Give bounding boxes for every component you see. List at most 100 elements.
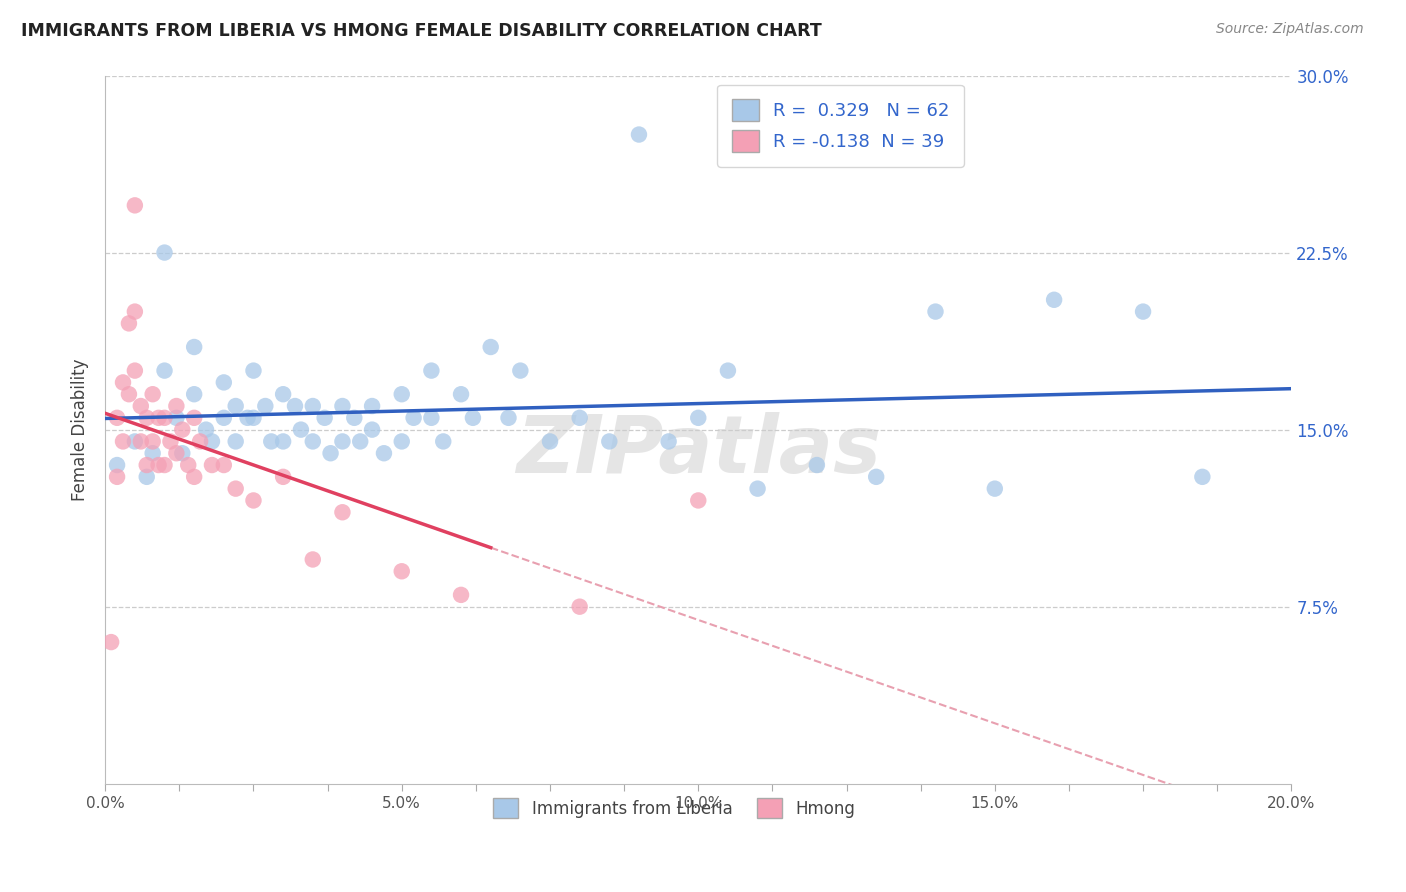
- Point: [332, 399, 354, 413]
- Point: [183, 470, 205, 484]
- Point: [420, 363, 443, 377]
- Point: [225, 399, 247, 413]
- Point: [159, 434, 181, 449]
- Point: [509, 363, 531, 377]
- Point: [165, 446, 187, 460]
- Point: [254, 399, 277, 413]
- Point: [290, 423, 312, 437]
- Point: [236, 410, 259, 425]
- Point: [153, 363, 176, 377]
- Point: [100, 635, 122, 649]
- Point: [183, 387, 205, 401]
- Point: [124, 434, 146, 449]
- Point: [225, 434, 247, 449]
- Point: [658, 434, 681, 449]
- Point: [271, 387, 294, 401]
- Point: [105, 470, 128, 484]
- Point: [301, 399, 323, 413]
- Point: [165, 399, 187, 413]
- Point: [111, 376, 134, 390]
- Point: [361, 399, 384, 413]
- Point: [188, 434, 211, 449]
- Point: [153, 458, 176, 472]
- Legend: Immigrants from Liberia, Hmong: Immigrants from Liberia, Hmong: [486, 791, 862, 825]
- Point: [391, 564, 413, 578]
- Point: [135, 470, 157, 484]
- Point: [1132, 304, 1154, 318]
- Point: [349, 434, 371, 449]
- Point: [538, 434, 561, 449]
- Point: [135, 410, 157, 425]
- Point: [129, 399, 152, 413]
- Point: [361, 423, 384, 437]
- Point: [924, 304, 946, 318]
- Point: [271, 434, 294, 449]
- Y-axis label: Female Disability: Female Disability: [72, 359, 89, 501]
- Point: [301, 552, 323, 566]
- Point: [124, 363, 146, 377]
- Point: [420, 410, 443, 425]
- Point: [391, 387, 413, 401]
- Point: [135, 458, 157, 472]
- Point: [450, 387, 472, 401]
- Point: [402, 410, 425, 425]
- Point: [105, 410, 128, 425]
- Point: [568, 599, 591, 614]
- Point: [242, 493, 264, 508]
- Point: [148, 458, 170, 472]
- Point: [1191, 470, 1213, 484]
- Point: [212, 410, 235, 425]
- Point: [260, 434, 283, 449]
- Point: [461, 410, 484, 425]
- Point: [172, 423, 194, 437]
- Point: [142, 387, 165, 401]
- Point: [498, 410, 520, 425]
- Point: [450, 588, 472, 602]
- Point: [111, 434, 134, 449]
- Point: [225, 482, 247, 496]
- Point: [319, 446, 342, 460]
- Point: [1043, 293, 1066, 307]
- Point: [332, 434, 354, 449]
- Point: [124, 304, 146, 318]
- Point: [142, 434, 165, 449]
- Point: [212, 458, 235, 472]
- Point: [568, 410, 591, 425]
- Point: [865, 470, 887, 484]
- Point: [343, 410, 366, 425]
- Point: [153, 245, 176, 260]
- Point: [373, 446, 395, 460]
- Point: [271, 470, 294, 484]
- Point: [984, 482, 1007, 496]
- Point: [688, 410, 710, 425]
- Point: [124, 198, 146, 212]
- Point: [177, 458, 200, 472]
- Point: [148, 410, 170, 425]
- Point: [301, 434, 323, 449]
- Point: [717, 363, 740, 377]
- Point: [747, 482, 769, 496]
- Point: [153, 410, 176, 425]
- Point: [201, 458, 224, 472]
- Point: [212, 376, 235, 390]
- Point: [118, 387, 141, 401]
- Point: [201, 434, 224, 449]
- Text: ZIPatlas: ZIPatlas: [516, 412, 880, 490]
- Text: Source: ZipAtlas.com: Source: ZipAtlas.com: [1216, 22, 1364, 37]
- Point: [242, 363, 264, 377]
- Point: [332, 505, 354, 519]
- Point: [688, 493, 710, 508]
- Point: [129, 434, 152, 449]
- Point: [195, 423, 218, 437]
- Point: [284, 399, 307, 413]
- Point: [172, 446, 194, 460]
- Point: [142, 446, 165, 460]
- Point: [183, 340, 205, 354]
- Point: [391, 434, 413, 449]
- Point: [432, 434, 454, 449]
- Point: [479, 340, 502, 354]
- Point: [183, 410, 205, 425]
- Point: [105, 458, 128, 472]
- Point: [314, 410, 336, 425]
- Point: [118, 317, 141, 331]
